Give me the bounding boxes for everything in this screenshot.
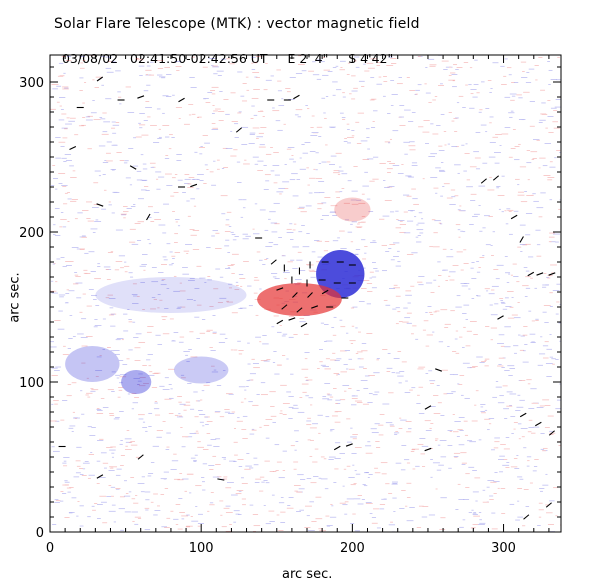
negative-plage-mid (173, 356, 229, 384)
x-tick-label: 0 (46, 541, 54, 556)
field-vector (492, 175, 500, 181)
field-vector (345, 443, 353, 447)
field-vector (548, 430, 555, 436)
field-vector (424, 447, 432, 452)
field-vector (300, 322, 308, 328)
field-vector (536, 272, 544, 276)
field-vector (178, 97, 185, 103)
field-vector (307, 292, 313, 298)
x-axis-label: arc sec. (282, 567, 333, 582)
field-vector (523, 514, 530, 520)
field-vector (519, 412, 527, 418)
field-vector (137, 95, 145, 99)
field-vector (217, 478, 225, 481)
field-vector (545, 502, 552, 508)
field-vector (96, 203, 104, 207)
x-tick-label: 300 (491, 541, 516, 556)
field-vector (96, 474, 104, 479)
negative-plage-band (95, 277, 247, 313)
field-vector (497, 315, 504, 320)
field-vector (270, 259, 277, 265)
field-vector (129, 165, 137, 170)
negative-plage-spot (121, 370, 152, 394)
field-vector (480, 178, 487, 184)
transverse-field-vectors (58, 76, 556, 520)
noise-texture (50, 55, 561, 532)
field-vector (311, 305, 319, 309)
field-vector (527, 271, 535, 277)
plot-frame (49, 54, 562, 533)
magnetic-field-layer (50, 55, 561, 532)
field-vector (296, 307, 303, 313)
axis-ticks: 0 100 200 300 0 100 200 300 (19, 55, 561, 556)
y-tick-label: 300 (19, 76, 44, 91)
field-vector (146, 213, 151, 221)
field-vector (435, 368, 443, 372)
y-tick-label: 200 (19, 226, 44, 241)
field-vector (288, 317, 296, 321)
negative-plage-left (65, 346, 120, 382)
field-vector (276, 319, 284, 325)
x-tick-label: 100 (189, 541, 214, 556)
field-vector (235, 127, 243, 133)
field-vector (292, 292, 298, 298)
positive-plage (334, 197, 371, 222)
field-vector (276, 287, 284, 291)
field-vector (333, 445, 341, 451)
field-vector (510, 214, 518, 220)
field-vector (548, 272, 556, 276)
field-vector (519, 236, 524, 243)
field-vector (190, 183, 198, 188)
y-tick-label: 0 (36, 526, 44, 541)
field-vector (96, 76, 104, 82)
positive-polarity-core (257, 283, 342, 316)
field-vector (293, 94, 300, 100)
y-tick-label: 100 (19, 376, 44, 391)
map-title: Solar Flare Telescope (MTK) : vector mag… (54, 16, 420, 32)
field-vector (69, 146, 77, 150)
field-vector (424, 405, 432, 410)
field-vector (535, 421, 542, 427)
y-axis-label: arc sec. (7, 272, 23, 323)
field-vector (137, 454, 144, 460)
x-tick-label: 200 (340, 541, 365, 556)
field-vector (281, 304, 288, 310)
field-vector (321, 289, 329, 295)
